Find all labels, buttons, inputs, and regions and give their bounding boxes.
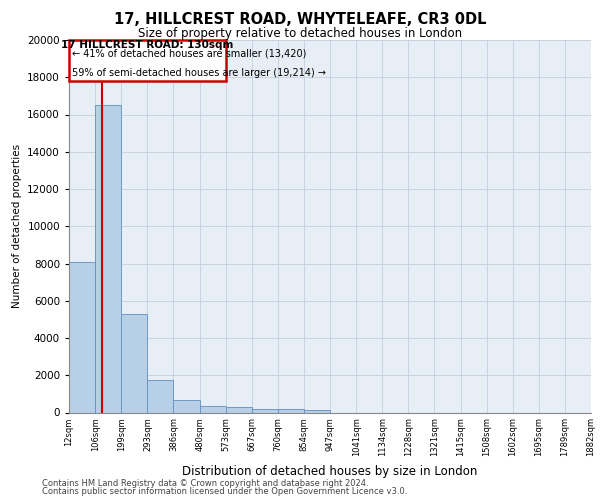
Bar bbox=[252, 409, 278, 412]
Text: ← 41% of detached houses are smaller (13,420): ← 41% of detached houses are smaller (13… bbox=[72, 49, 306, 59]
Bar bbox=[304, 410, 330, 412]
Bar bbox=[95, 105, 121, 412]
Text: 59% of semi-detached houses are larger (19,214) →: 59% of semi-detached houses are larger (… bbox=[72, 68, 326, 78]
Text: 17, HILLCREST ROAD, WHYTELEAFE, CR3 0DL: 17, HILLCREST ROAD, WHYTELEAFE, CR3 0DL bbox=[114, 12, 486, 28]
Bar bbox=[121, 314, 148, 412]
Bar bbox=[173, 400, 200, 412]
Bar bbox=[200, 406, 226, 412]
Text: Size of property relative to detached houses in London: Size of property relative to detached ho… bbox=[138, 28, 462, 40]
Bar bbox=[278, 410, 304, 412]
Bar bbox=[69, 262, 95, 412]
Text: Contains public sector information licensed under the Open Government Licence v3: Contains public sector information licen… bbox=[42, 487, 407, 496]
Y-axis label: Number of detached properties: Number of detached properties bbox=[11, 144, 22, 308]
Bar bbox=[226, 408, 252, 412]
Bar bbox=[148, 380, 173, 412]
Bar bbox=[69, 40, 226, 81]
Text: 17 HILLCREST ROAD: 130sqm: 17 HILLCREST ROAD: 130sqm bbox=[61, 40, 233, 50]
X-axis label: Distribution of detached houses by size in London: Distribution of detached houses by size … bbox=[182, 465, 478, 478]
Text: Contains HM Land Registry data © Crown copyright and database right 2024.: Contains HM Land Registry data © Crown c… bbox=[42, 478, 368, 488]
